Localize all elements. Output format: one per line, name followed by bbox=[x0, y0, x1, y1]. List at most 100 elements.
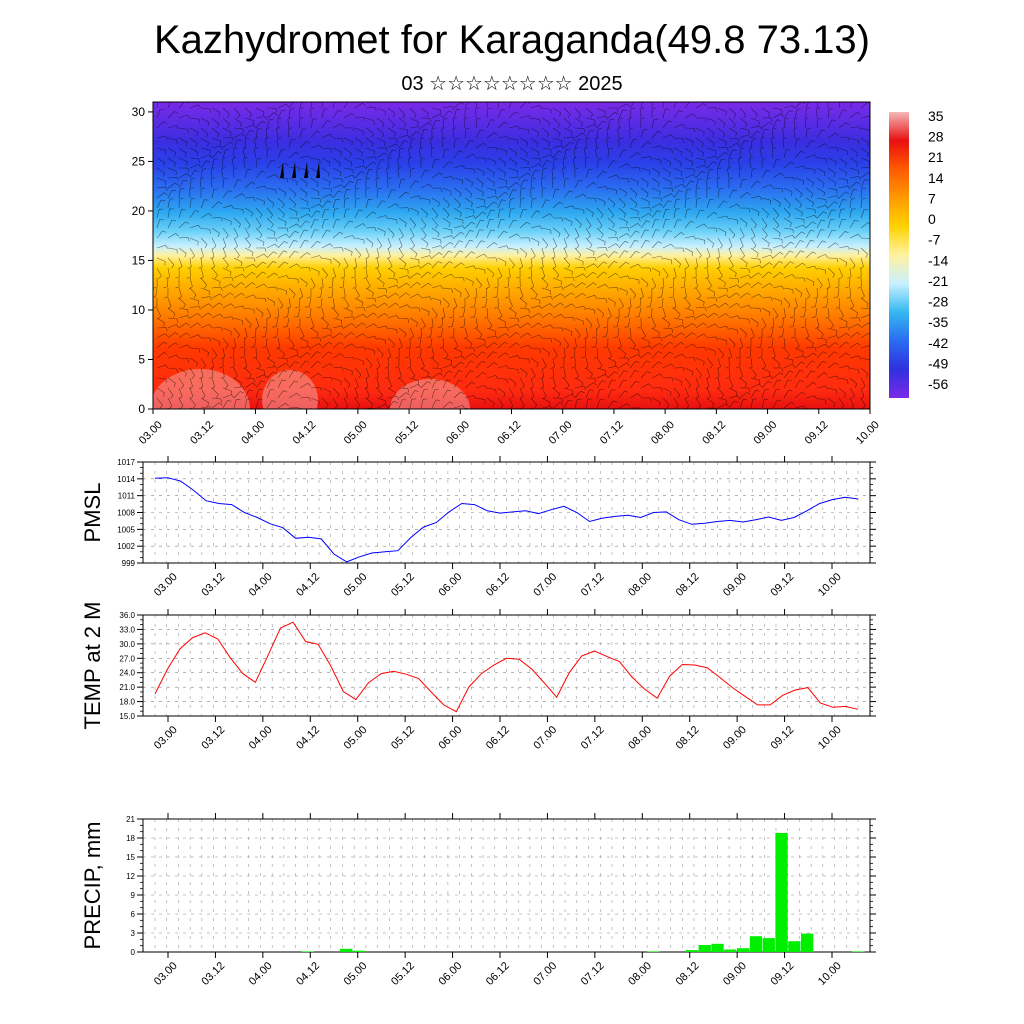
wind-barb bbox=[508, 323, 518, 329]
wind-barb bbox=[771, 327, 774, 337]
wind-barb-flag bbox=[220, 327, 223, 332]
wind-barb bbox=[321, 363, 330, 369]
wind-barb-flag bbox=[534, 404, 538, 409]
wind-barb bbox=[596, 283, 606, 289]
wind-barb bbox=[783, 347, 790, 356]
wind-barb-flag bbox=[242, 147, 247, 150]
wind-barb bbox=[211, 302, 220, 309]
wind-barb bbox=[222, 227, 229, 236]
wind-barb-flag bbox=[614, 251, 618, 254]
wind-barb bbox=[475, 327, 483, 335]
wind-barb-flag bbox=[615, 316, 620, 319]
wind-barb bbox=[442, 161, 450, 169]
wind-barb-flag bbox=[469, 230, 474, 232]
wind-barb-flag bbox=[385, 147, 388, 152]
colorbar-label: 28 bbox=[928, 129, 944, 145]
wind-barb bbox=[398, 275, 408, 279]
wind-barb-flag bbox=[223, 177, 228, 180]
wind-barb bbox=[739, 247, 745, 256]
wind-barb-flag bbox=[824, 344, 829, 348]
wind-barb bbox=[585, 295, 595, 299]
wind-barb-flag bbox=[580, 390, 585, 394]
wind-barb-flag bbox=[440, 188, 443, 193]
wind-barb-flag bbox=[516, 342, 520, 346]
wind-barb-flag bbox=[494, 132, 498, 136]
wind-barb-flag bbox=[165, 135, 168, 140]
wind-barb-flag bbox=[262, 346, 267, 349]
wind-barb bbox=[706, 267, 709, 277]
wind-barb-flag bbox=[810, 229, 815, 232]
wind-barb-flag bbox=[741, 235, 745, 239]
wind-barb-flag bbox=[790, 222, 792, 227]
wind-barb-flag bbox=[395, 302, 399, 306]
wind-barb bbox=[155, 287, 158, 297]
wind-barb-flag bbox=[842, 109, 847, 111]
wind-barb-flag bbox=[164, 192, 168, 196]
wind-barb-flag bbox=[209, 154, 213, 159]
wind-barb-flag bbox=[743, 114, 747, 119]
wind-barb bbox=[255, 399, 259, 409]
wind-barb bbox=[310, 307, 312, 318]
wind-barb-flag bbox=[196, 152, 199, 157]
wind-barb bbox=[739, 237, 744, 247]
wind-barb bbox=[728, 189, 734, 199]
wind-barb bbox=[409, 117, 419, 123]
wind-barb bbox=[310, 157, 320, 160]
wind-barb bbox=[717, 257, 721, 267]
wind-barb bbox=[651, 337, 662, 339]
wind-barb-flag bbox=[569, 190, 574, 193]
wind-barb-flag bbox=[535, 169, 540, 172]
wind-barb-flag bbox=[800, 150, 805, 154]
wind-barb-flag bbox=[450, 191, 452, 196]
wind-barb bbox=[750, 180, 758, 189]
wind-barb bbox=[794, 361, 802, 369]
wind-barb bbox=[541, 107, 551, 110]
wind-barb-flag bbox=[210, 256, 215, 259]
wind-barb bbox=[574, 179, 580, 189]
wind-barb bbox=[827, 342, 836, 349]
wind-barb-flag bbox=[296, 181, 298, 186]
wind-barb bbox=[596, 171, 604, 179]
wind-barb bbox=[211, 357, 215, 367]
wind-barb-flag bbox=[558, 150, 563, 153]
wind-barb bbox=[277, 287, 287, 292]
wind-barb-flag bbox=[462, 277, 465, 282]
wind-barb bbox=[728, 127, 737, 133]
wind-barb-flag bbox=[768, 112, 770, 117]
wind-barb bbox=[387, 137, 397, 140]
wind-barb-flag bbox=[267, 315, 272, 319]
wind-barb bbox=[827, 397, 836, 404]
wind-barb-flag bbox=[384, 231, 386, 236]
wind-barb bbox=[662, 157, 672, 163]
wind-barb bbox=[562, 159, 565, 169]
wind-barb bbox=[211, 107, 220, 113]
wind-barb-flag bbox=[242, 267, 245, 272]
wind-barb-flag bbox=[559, 112, 561, 117]
wind-barb bbox=[673, 167, 683, 173]
wind-barb bbox=[211, 313, 221, 319]
wind-barb bbox=[827, 335, 837, 339]
wind-barb-flag bbox=[319, 286, 324, 289]
x-tick-label: 06.12 bbox=[484, 724, 512, 752]
wind-barb-flag bbox=[542, 187, 547, 190]
wind-barb-flag bbox=[536, 210, 541, 213]
wind-barb bbox=[387, 357, 389, 368]
wind-barb-flag bbox=[660, 145, 663, 150]
wind-barb bbox=[584, 337, 587, 348]
wind-barb bbox=[860, 367, 868, 375]
wind-barb bbox=[860, 247, 868, 255]
wind-barb bbox=[277, 275, 287, 279]
wind-barb bbox=[860, 166, 870, 169]
wind-barb bbox=[508, 397, 514, 407]
wind-barb-flag bbox=[561, 376, 566, 379]
wind-barb-flag bbox=[665, 275, 669, 279]
wind-barb-flag bbox=[170, 395, 174, 399]
wind-barb-flag bbox=[581, 282, 586, 286]
wind-barb-flag bbox=[658, 351, 662, 354]
wind-barb-flag bbox=[187, 237, 190, 242]
wind-barb-flag bbox=[589, 324, 593, 329]
wind-barb-flag bbox=[698, 295, 702, 299]
wind-barb bbox=[442, 401, 450, 409]
wind-barb bbox=[398, 337, 403, 347]
wind-barb bbox=[431, 217, 438, 226]
